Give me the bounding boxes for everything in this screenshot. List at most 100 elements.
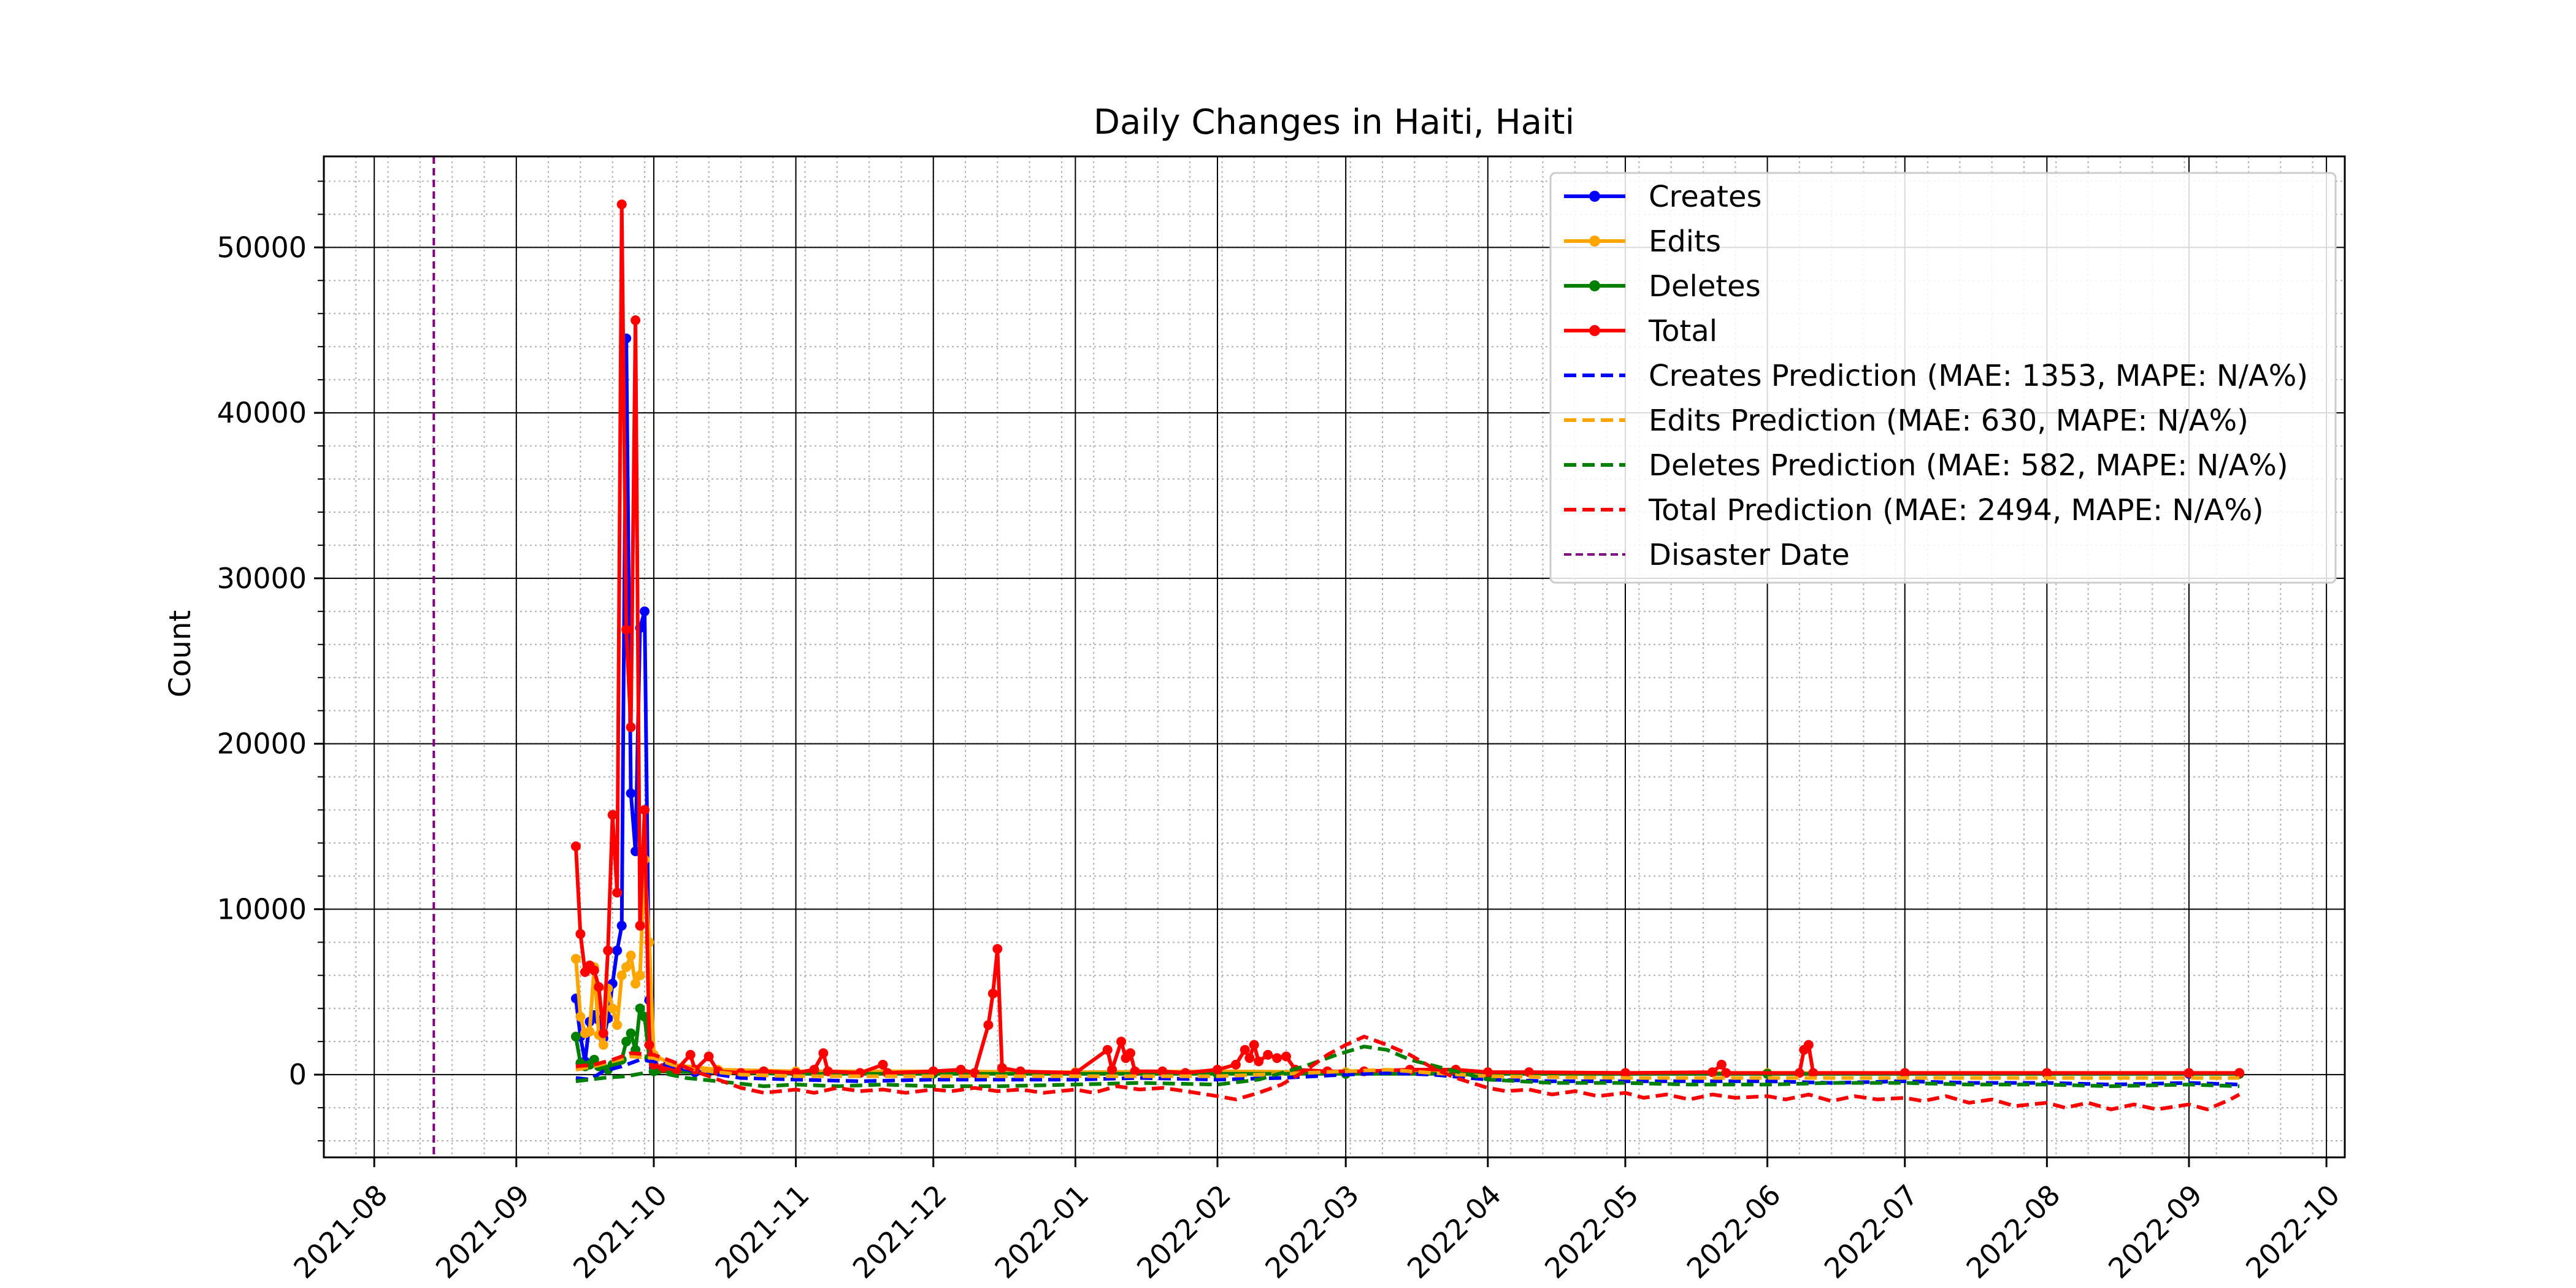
edits-point [635, 970, 645, 981]
creates-point [626, 788, 636, 799]
edits-point [575, 1011, 586, 1022]
total-point [685, 1049, 696, 1060]
total-point [612, 887, 623, 898]
total-point [603, 945, 613, 956]
legend-label-edits-prediction: Edits Prediction (MAE: 630, MAPE: N/A%) [1649, 404, 2248, 438]
total-point [1130, 1066, 1140, 1076]
total-point [626, 722, 636, 732]
edits-point [616, 970, 627, 981]
legend-label-total: Total [1648, 314, 1717, 348]
y-tick-label: 20000 [217, 727, 307, 761]
y-tick-label: 40000 [217, 396, 307, 429]
total-point [640, 805, 650, 815]
deletes-point [626, 1028, 636, 1038]
total-point [1125, 1048, 1135, 1059]
legend-marker-edits [1589, 236, 1600, 247]
total-point [2234, 1068, 2245, 1078]
total-point [631, 315, 641, 326]
total-point [928, 1066, 938, 1076]
edits-point [631, 978, 641, 989]
total-point [1716, 1059, 1727, 1070]
total-point [1721, 1068, 1731, 1078]
deletes-point [570, 1032, 581, 1042]
total-point [621, 624, 632, 635]
total-point [594, 982, 604, 992]
total-point [616, 199, 627, 210]
edits-point [570, 954, 581, 964]
total-point [983, 1020, 994, 1030]
total-point [956, 1065, 966, 1075]
legend-marker-deletes [1589, 280, 1600, 291]
total-point [992, 944, 1003, 954]
deletes-point [621, 1037, 632, 1047]
edits-point [626, 950, 636, 960]
total-point [1707, 1067, 1717, 1078]
total-point [644, 1040, 654, 1050]
total-point [2184, 1068, 2194, 1078]
deletes-prediction-line [575, 1045, 2240, 1088]
total-point [635, 921, 645, 931]
creates-prediction-line [575, 1057, 2240, 1087]
total-point [607, 810, 618, 820]
total-point [1254, 1056, 1264, 1067]
total-point [1281, 1051, 1291, 1062]
legend-label-creates: Creates [1649, 180, 1762, 214]
total-point [818, 1048, 829, 1059]
total-point [987, 988, 998, 999]
total-point [575, 929, 586, 939]
edits-prediction-line [575, 1054, 2240, 1080]
total-point [589, 965, 599, 976]
total-point [1102, 1045, 1113, 1055]
total-point [1244, 1053, 1255, 1064]
total-point [1213, 1065, 1222, 1075]
creates-point [616, 921, 627, 931]
deletes-point [635, 1003, 645, 1014]
plot-area [432, 156, 2245, 1157]
legend-label-edits: Edits [1649, 224, 1721, 259]
legend-label-creates-prediction: Creates Prediction (MAE: 1353, MAPE: N/A… [1649, 359, 2308, 393]
edits-point [612, 1020, 623, 1030]
total-point [1803, 1040, 1814, 1050]
edits-point [621, 962, 632, 972]
legend: Creates Edits Deletes Total Creates Predicti… [1549, 172, 2337, 584]
edits-point [598, 1040, 608, 1050]
y-tick-label: 30000 [217, 562, 307, 595]
total-point [878, 1059, 888, 1070]
chart-title: Daily Changes in Haiti, Haiti [1094, 102, 1574, 142]
total-point [1249, 1040, 1259, 1050]
legend-label-total-prediction: Total Prediction (MAE: 2494, MAPE: N/A%) [1648, 493, 2264, 527]
total-prediction-line [575, 1035, 2241, 1111]
total-point [1116, 1037, 1127, 1047]
total-point [1015, 1066, 1025, 1076]
total-point [1107, 1065, 1117, 1075]
total-point [1240, 1045, 1250, 1055]
legend-marker-creates [1589, 191, 1600, 202]
total-point [703, 1051, 714, 1062]
total-line [573, 202, 2240, 1075]
total-point [809, 1065, 819, 1075]
y-tick-label: 10000 [217, 892, 307, 926]
total-point [997, 1063, 1007, 1073]
total-point [1263, 1049, 1273, 1060]
legend-label-deletes-prediction: Deletes Prediction (MAE: 582, MAPE: N/A%… [1649, 448, 2288, 483]
total-point [1230, 1059, 1241, 1070]
legend-box [1549, 172, 2337, 584]
total-point [1157, 1066, 1168, 1076]
legend-label-disaster-date: Disaster Date [1649, 538, 1850, 572]
y-axis-label: Count [163, 610, 197, 698]
edits-point [607, 1003, 618, 1014]
y-tick-label: 50000 [217, 231, 307, 264]
legend-label-deletes: Deletes [1649, 269, 1761, 304]
total-point [598, 1028, 608, 1038]
creates-point [640, 606, 650, 616]
creates-point [612, 945, 623, 956]
total-point [1620, 1068, 1630, 1078]
total-point [1524, 1067, 1534, 1078]
total-point [1808, 1068, 1819, 1078]
total-point [1899, 1068, 1910, 1078]
edits-point [585, 1027, 595, 1037]
total-point [1794, 1068, 1804, 1078]
total-point [570, 841, 581, 851]
total-point [2042, 1068, 2052, 1078]
